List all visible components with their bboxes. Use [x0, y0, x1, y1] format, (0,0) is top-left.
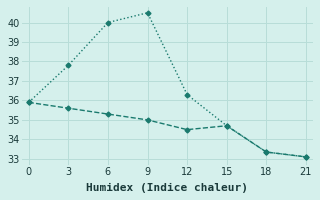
- X-axis label: Humidex (Indice chaleur): Humidex (Indice chaleur): [86, 183, 248, 193]
